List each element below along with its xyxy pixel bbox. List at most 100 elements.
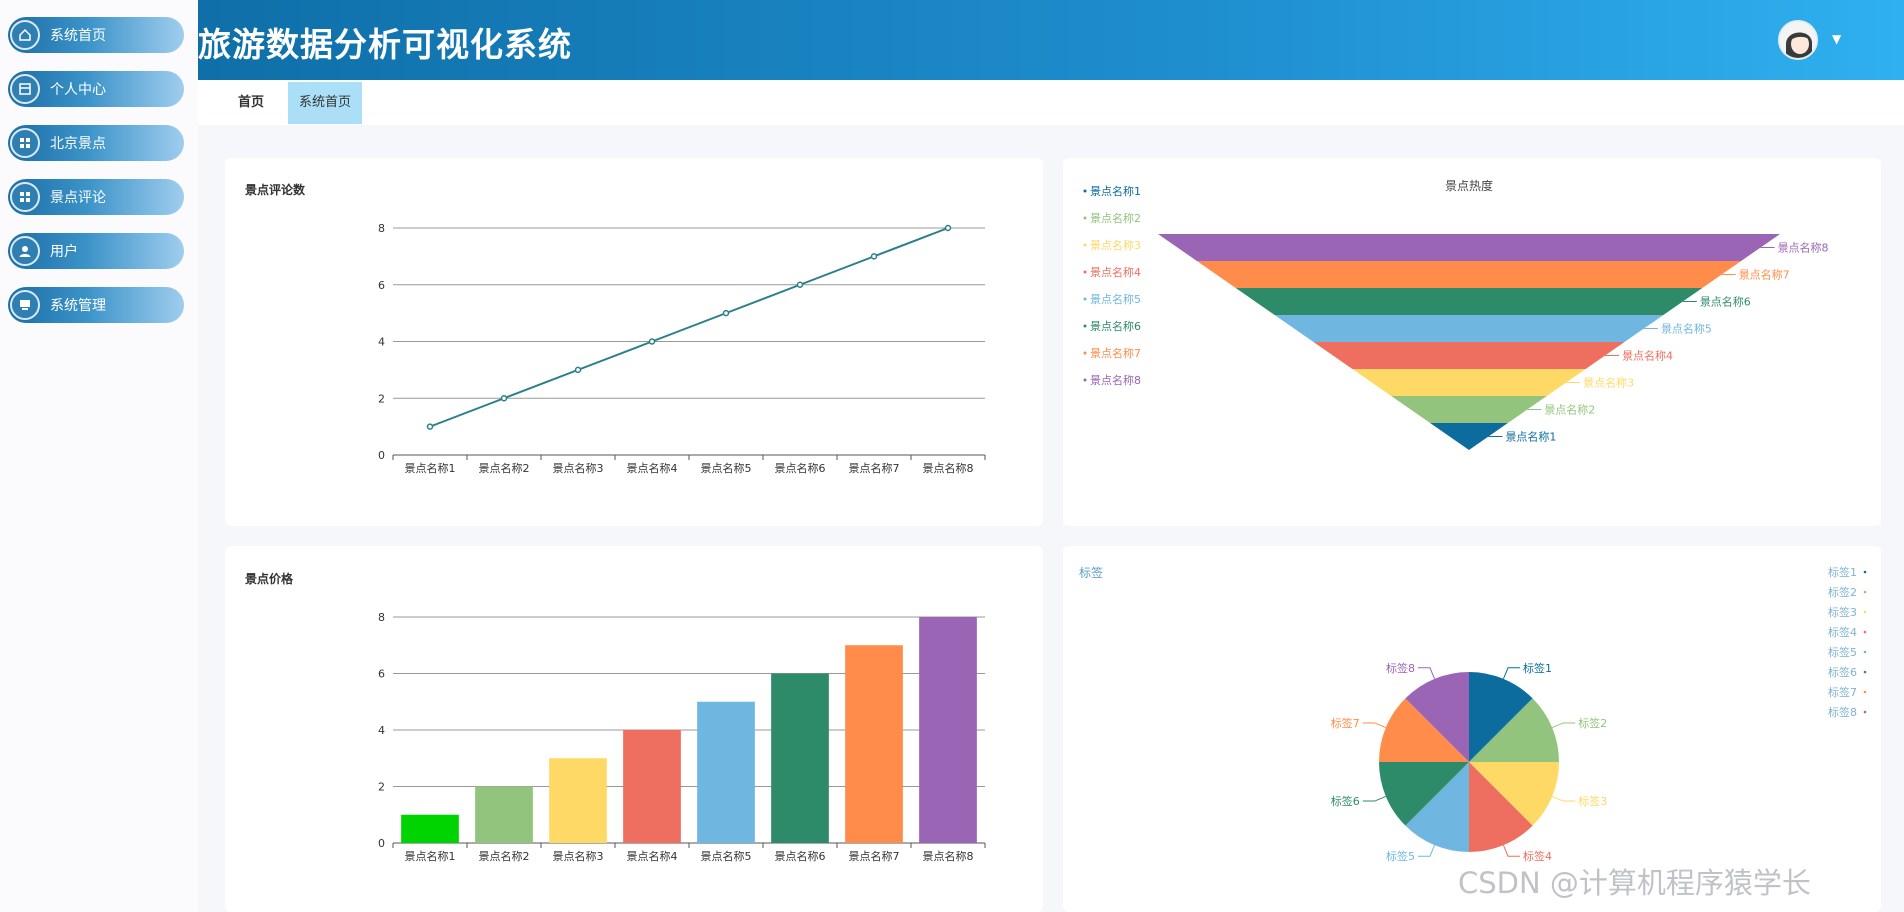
sidebar-item-home[interactable]: 系统首页 bbox=[8, 17, 184, 53]
funnel-label: 景点名称3 bbox=[1583, 376, 1634, 390]
funnel-label: 景点名称4 bbox=[1622, 349, 1673, 363]
sidebar-item-spot-comments[interactable]: 景点评论 bbox=[8, 179, 184, 215]
pie-slice bbox=[1405, 762, 1469, 852]
data-point bbox=[722, 309, 730, 317]
label-leader bbox=[1417, 667, 1436, 680]
funnel-segment bbox=[1235, 288, 1703, 315]
chevron-down-icon[interactable]: ▼ bbox=[1832, 32, 1842, 46]
legend-marker bbox=[1863, 690, 1867, 694]
funnel-segment bbox=[1196, 261, 1742, 288]
legend-marker bbox=[1863, 670, 1867, 674]
x-tick-label: 景点名称2 bbox=[479, 849, 530, 863]
legend-item: 景点名称8 bbox=[1090, 373, 1141, 387]
sidebar-item-profile[interactable]: 个人中心 bbox=[8, 71, 184, 107]
sidebar-item-users[interactable]: 用户 bbox=[8, 233, 184, 269]
sidebar-item-beijing-spots[interactable]: 北京景点 bbox=[8, 125, 184, 161]
legend-marker bbox=[1863, 610, 1867, 614]
data-point bbox=[870, 253, 878, 260]
home-icon bbox=[10, 20, 40, 50]
chart-title: 标签 bbox=[1079, 565, 1103, 580]
label-leader bbox=[1362, 722, 1387, 729]
grid-icon bbox=[10, 182, 40, 212]
sidebar-item-label: 系统管理 bbox=[50, 298, 106, 314]
sidebar-item-label: 景点评论 bbox=[50, 190, 106, 206]
legend-marker bbox=[1083, 189, 1087, 193]
x-tick-label: 景点名称3 bbox=[553, 461, 604, 475]
legend-item: 标签4 bbox=[1828, 625, 1857, 639]
data-point bbox=[796, 281, 804, 288]
funnel-label: 景点名称2 bbox=[1544, 403, 1595, 417]
user-avatar[interactable] bbox=[1778, 20, 1818, 60]
data-point bbox=[574, 366, 582, 374]
heat-funnel-card: 景点热度 景点名称8 景点名称7 景点名称6 景点名称5 景点名称4 景点名称3 景点名称2 景… bbox=[1063, 158, 1881, 526]
x-tick-label: 景点名称6 bbox=[775, 849, 826, 863]
legend-item: 景点名称6 bbox=[1090, 319, 1141, 333]
y-tick-label: 8 bbox=[378, 222, 385, 235]
sidebar: 系统首页 个人中心 北京景点 景点评论 用户 系统管理 bbox=[0, 0, 198, 912]
tab-system-home[interactable]: 系统首页 bbox=[288, 82, 363, 124]
x-tick-label: 景点名称4 bbox=[627, 849, 678, 863]
y-tick-label: 6 bbox=[378, 279, 385, 292]
price-chart-card: 景点价格 0 2 4 6 8 景点名称1 景点名称2 景点名称3 景点名称4 景点名称5 景点名称6… bbox=[225, 546, 1043, 912]
funnel-segment bbox=[1430, 423, 1508, 450]
legend-item: 标签3 bbox=[1828, 605, 1857, 619]
pie-label: 标签6 bbox=[1331, 794, 1360, 808]
pie-label: 标签7 bbox=[1331, 716, 1360, 730]
pie-slice bbox=[1469, 762, 1533, 852]
x-tick-label: 景点名称4 bbox=[627, 461, 678, 475]
sidebar-item-label: 系统首页 bbox=[50, 28, 106, 44]
legend-marker bbox=[1083, 216, 1087, 220]
y-tick-label: 4 bbox=[378, 724, 385, 737]
bar bbox=[919, 617, 977, 843]
data-point bbox=[648, 338, 656, 345]
pie-label: 标签3 bbox=[1578, 794, 1607, 808]
user-icon bbox=[10, 236, 40, 266]
legend-item: 标签7 bbox=[1828, 685, 1857, 699]
label-leader bbox=[1502, 844, 1521, 857]
chart-title: 景点价格 bbox=[245, 572, 294, 586]
legend-marker bbox=[1083, 378, 1087, 382]
comments-line-chart: 0 2 4 6 8 景点名称1 景点名称2 景点名称3 景点名称4 景点名称5 景点名称6 景点名称7… bbox=[378, 222, 986, 475]
x-tick-label: 景点名称3 bbox=[553, 849, 604, 863]
y-tick-label: 2 bbox=[378, 392, 385, 405]
data-point bbox=[500, 395, 508, 402]
tags-pie-chart: 标签标签1标签2标签3标签4标签5标签6标签7标签8标签1标签2标签3标签4标签… bbox=[1079, 565, 1867, 863]
x-tick-label: 景点名称1 bbox=[405, 461, 456, 475]
y-tick-label: 2 bbox=[378, 781, 385, 794]
x-tick-label: 景点名称2 bbox=[479, 461, 530, 475]
sidebar-item-system-management[interactable]: 系统管理 bbox=[8, 287, 184, 323]
funnel-label: 景点名称5 bbox=[1661, 322, 1712, 336]
y-tick-label: 8 bbox=[378, 611, 385, 624]
sidebar-item-label: 北京景点 bbox=[50, 136, 106, 152]
legend-marker bbox=[1863, 710, 1867, 714]
bar bbox=[475, 786, 533, 843]
y-tick-label: 0 bbox=[378, 449, 385, 462]
legend-item: 标签5 bbox=[1828, 645, 1857, 659]
bar bbox=[771, 673, 829, 843]
comments-chart-card: 景点评论数 0 2 4 6 8 景点名称1 景点名称2 景点名称3 景点名称4 景点名称5 景点名称… bbox=[225, 158, 1043, 526]
bar bbox=[549, 758, 607, 843]
grid-icon bbox=[10, 128, 40, 158]
tab-breadcrumb-home[interactable]: 首页 bbox=[238, 95, 265, 110]
price-bar-chart: 0 2 4 6 8 景点名称1 景点名称2 景点名称3 景点名称4 景点名称5 景点名称6 景点名称7… bbox=[378, 611, 986, 863]
legend-marker bbox=[1083, 297, 1087, 301]
legend-item: 景点名称4 bbox=[1090, 265, 1141, 279]
x-tick-label: 景点名称5 bbox=[701, 461, 752, 475]
legend-marker bbox=[1863, 570, 1867, 574]
x-tick-label: 景点名称8 bbox=[923, 461, 974, 475]
pie-slice bbox=[1405, 672, 1469, 762]
legend-item: 景点名称2 bbox=[1090, 211, 1141, 225]
funnel-segment bbox=[1274, 315, 1664, 342]
funnel-label: 景点名称1 bbox=[1505, 430, 1556, 444]
sidebar-item-label: 用户 bbox=[50, 244, 78, 260]
series-line bbox=[429, 227, 949, 428]
chart-title: 景点热度 bbox=[1445, 178, 1493, 193]
legend-marker bbox=[1863, 590, 1867, 594]
funnel-segment bbox=[1391, 396, 1547, 423]
legend-item: 景点名称5 bbox=[1090, 292, 1141, 306]
legend-marker bbox=[1083, 243, 1087, 247]
data-point bbox=[426, 423, 434, 430]
profile-icon bbox=[10, 74, 40, 104]
label-leader bbox=[1502, 667, 1521, 680]
